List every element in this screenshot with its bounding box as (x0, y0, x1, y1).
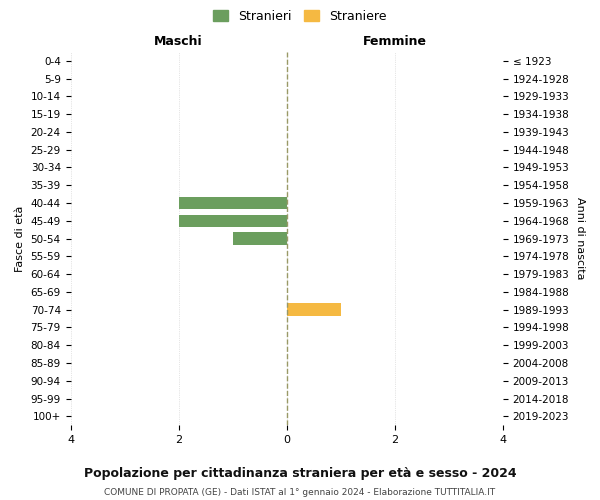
Bar (233, 232, 287, 245)
Text: COMUNE DI PROPATA (GE) - Dati ISTAT al 1° gennaio 2024 - Elaborazione TUTTITALIA: COMUNE DI PROPATA (GE) - Dati ISTAT al 1… (104, 488, 496, 497)
Bar (179, 214, 287, 227)
Text: Popolazione per cittadinanza straniera per età e sesso - 2024: Popolazione per cittadinanza straniera p… (83, 468, 517, 480)
Text: Femmine: Femmine (363, 35, 427, 48)
Bar (287, 304, 341, 316)
Text: Maschi: Maschi (154, 35, 203, 48)
Legend: Stranieri, Straniere: Stranieri, Straniere (209, 6, 391, 26)
Bar (179, 197, 287, 209)
Y-axis label: Anni di nascita: Anni di nascita (575, 198, 585, 280)
Y-axis label: Fasce di età: Fasce di età (15, 206, 25, 272)
